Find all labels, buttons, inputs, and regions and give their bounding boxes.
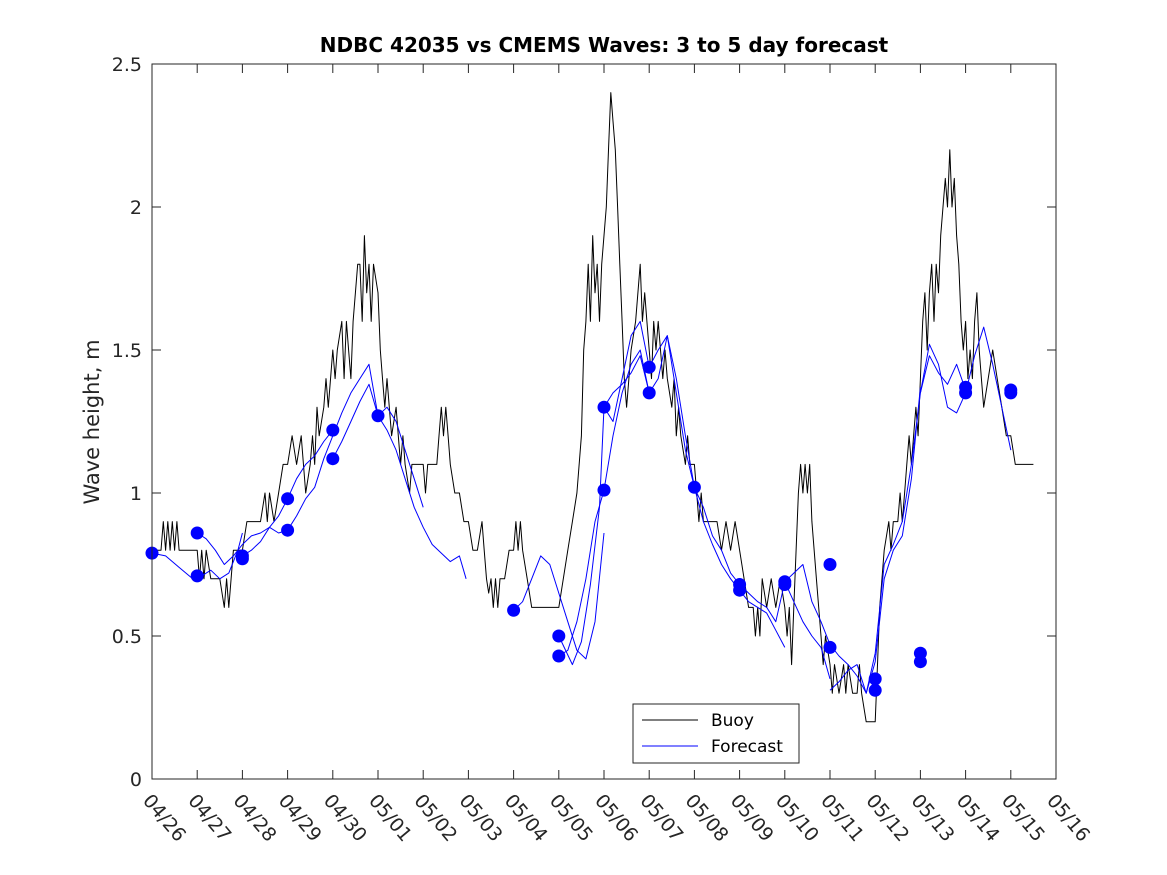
y-axis: 0 0.5 1 1.5 2 2.5 — [112, 54, 1056, 791]
forecast-line — [196, 526, 288, 565]
forecast-line — [829, 387, 921, 694]
y-tick-label: 1 — [130, 483, 142, 505]
legend-forecast-label: Forecast — [711, 737, 783, 757]
x-tick-label: 05/08 — [681, 790, 733, 846]
x-tick-label: 05/15 — [997, 790, 1049, 846]
x-tick-label: 05/04 — [500, 790, 552, 846]
forecast-marker — [687, 480, 701, 494]
y-axis-label: Wave height, m — [80, 339, 104, 504]
legend-box — [632, 703, 800, 764]
x-tick-label: 05/03 — [455, 790, 507, 846]
forecast-marker — [281, 492, 295, 506]
buoy-series — [152, 92, 1034, 723]
forecast-marker — [913, 655, 927, 669]
x-tick-label: 05/12 — [861, 790, 913, 846]
forecast-markers — [145, 360, 1018, 697]
y-tick-label: 0.5 — [112, 626, 142, 648]
x-tick-label: 05/07 — [635, 790, 687, 846]
x-tick-label: 05/05 — [545, 790, 597, 846]
forecast-marker — [507, 603, 521, 617]
forecast-line — [377, 415, 467, 579]
forecast-marker — [597, 483, 611, 497]
forecast-marker — [733, 583, 747, 597]
forecast-marker — [326, 452, 340, 466]
x-tick-label: 05/01 — [364, 790, 416, 846]
forecast-marker — [823, 558, 837, 571]
x-tick-label: 05/16 — [1042, 790, 1094, 846]
x-tick-label: 05/13 — [907, 790, 959, 846]
forecast-marker — [1004, 386, 1018, 400]
y-tick-label: 2.5 — [112, 54, 142, 76]
forecast-line — [151, 532, 243, 580]
buoy-line — [152, 92, 1034, 723]
forecast-marker — [597, 400, 611, 414]
plot-background — [152, 64, 1056, 779]
x-tick-label: 05/11 — [816, 790, 868, 846]
x-tick-label: 05/10 — [771, 790, 823, 846]
legend-buoy-label: Buoy — [711, 711, 754, 731]
forecast-marker — [868, 672, 882, 686]
x-tick-label: 04/30 — [319, 790, 371, 846]
x-tick-label: 04/28 — [229, 790, 281, 846]
y-tick-label: 2 — [130, 197, 142, 219]
plot-border — [151, 63, 1057, 780]
forecast-marker — [281, 523, 295, 537]
plot-area — [152, 64, 1056, 779]
forecast-marker — [371, 409, 385, 423]
x-tick-label: 05/09 — [726, 790, 778, 846]
x-tick-label: 04/26 — [138, 790, 190, 846]
forecast-marker — [642, 360, 656, 374]
forecast-marker — [868, 683, 882, 697]
forecast-marker — [235, 552, 249, 566]
forecast-marker — [190, 526, 204, 540]
forecast-marker — [642, 386, 656, 400]
forecast-marker — [552, 649, 566, 663]
forecast-marker — [326, 423, 340, 437]
x-tick-label: 04/27 — [183, 790, 235, 846]
x-tick-label: 05/06 — [590, 790, 642, 846]
forecast-marker — [190, 569, 204, 583]
y-tick-label: 1.5 — [112, 340, 142, 362]
forecast-line — [513, 532, 605, 660]
chart-title: NDBC 42035 vs CMEMS Waves: 3 to 5 day fo… — [320, 33, 889, 57]
forecast-marker — [552, 629, 566, 643]
x-tick-label: 05/02 — [409, 790, 461, 846]
legend: Buoy Forecast — [632, 703, 800, 764]
forecast-marker — [778, 578, 792, 591]
y-tick-label: 0 — [130, 769, 142, 791]
x-tick-label: 04/29 — [274, 790, 326, 846]
forecast-marker — [959, 386, 973, 400]
forecast-marker — [823, 640, 837, 654]
x-tick-label: 05/14 — [952, 790, 1004, 846]
